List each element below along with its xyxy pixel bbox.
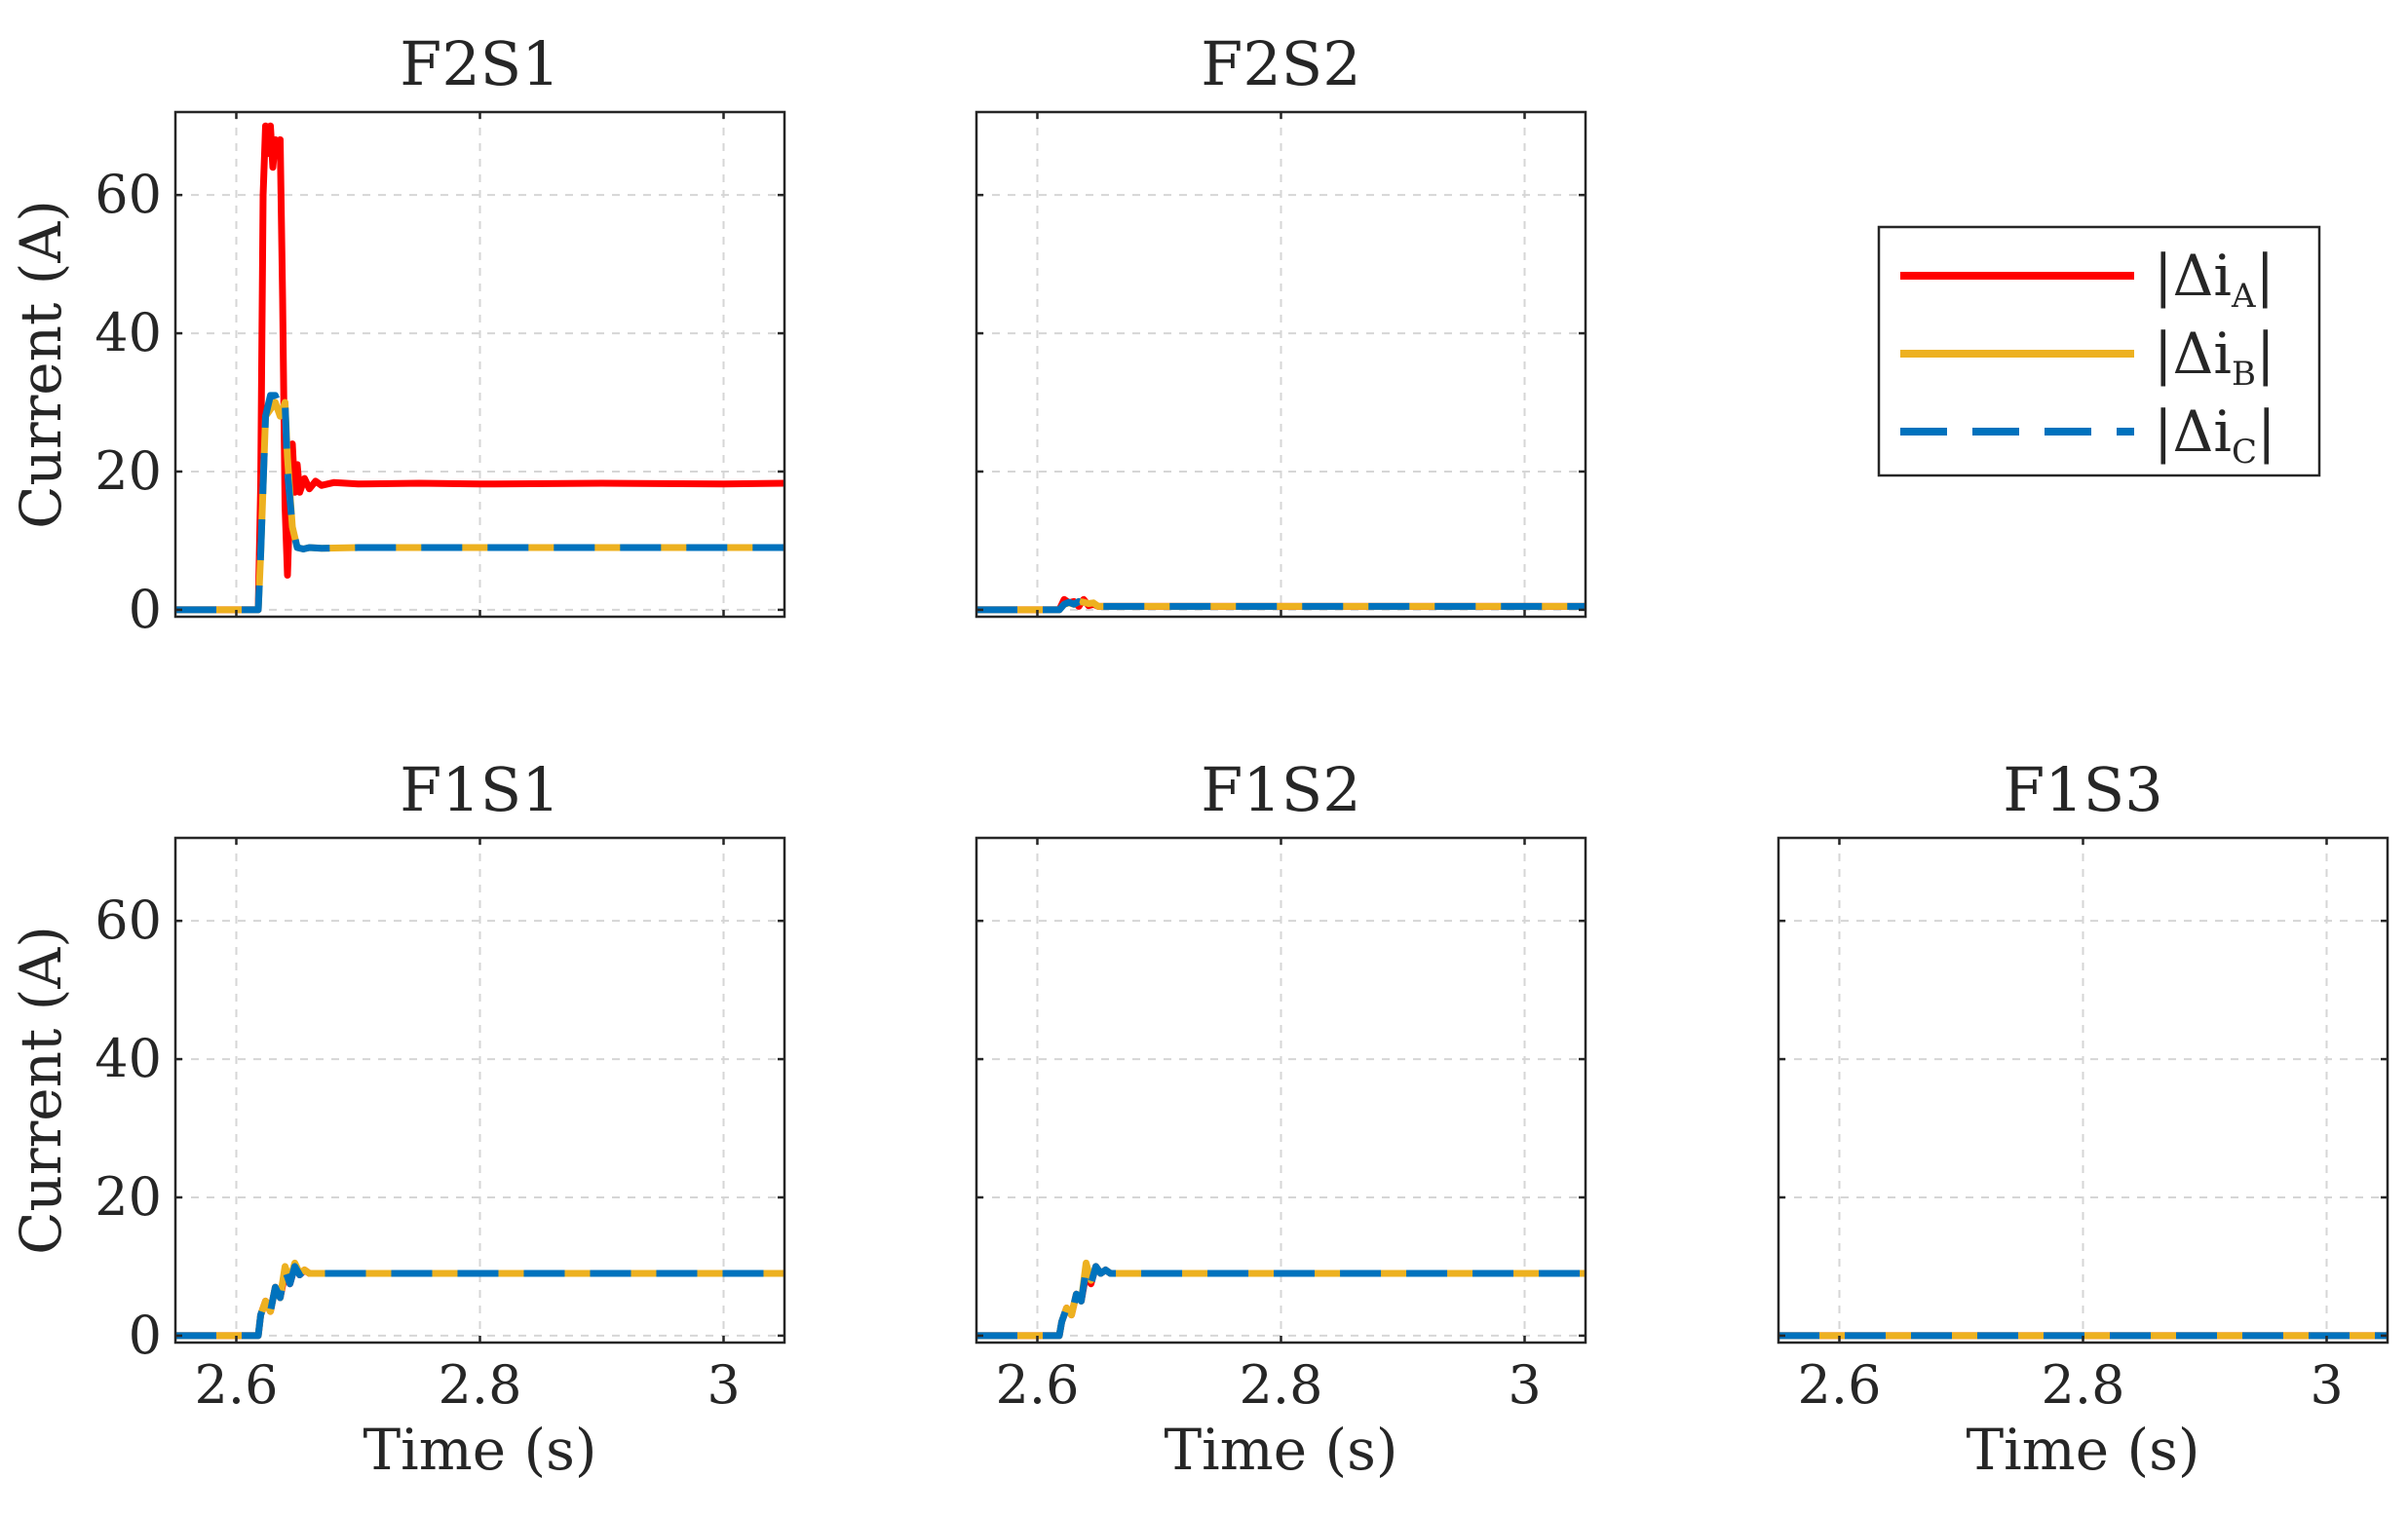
panel-f1s3: F1S3 2.6 2.8 3 Time (s) (1777, 754, 2389, 1483)
panel-title: F1S2 (1201, 754, 1360, 825)
legend-label-b: |ΔiB| (2154, 321, 2275, 394)
panel-f2s2: F2S2 (975, 28, 1587, 619)
y-tick-label: 0 (129, 1305, 162, 1366)
series-group (175, 1259, 784, 1340)
y-tick-label: 60 (95, 164, 162, 225)
y-axis-label: Current (A) (8, 926, 74, 1255)
x-tick-label: 2.6 (1798, 1354, 1882, 1416)
y-tick-label: 20 (95, 1166, 162, 1228)
panel-title: F1S1 (400, 754, 559, 825)
x-tick-label: 3 (707, 1354, 740, 1416)
y-axis-label: Current (A) (8, 200, 74, 529)
series-line-c (976, 1263, 1586, 1340)
legend-label-bar: | (2256, 243, 2275, 309)
series-line-c (976, 597, 1586, 614)
x-tick-label: 3 (1508, 1354, 1541, 1416)
x-tick-label: 2.8 (439, 1354, 522, 1416)
legend-label-subscript: A (2231, 277, 2256, 316)
legend-label-main: |Δi (2154, 243, 2232, 309)
series-line-c (175, 392, 784, 614)
x-tick-label: 2.8 (2042, 1354, 2125, 1416)
x-axis-label: Time (s) (1966, 1417, 2199, 1483)
legend-label-bar: | (2256, 321, 2275, 387)
y-tick-label: 20 (95, 440, 162, 502)
panel-title: F2S2 (1201, 28, 1360, 99)
legend-label-subscript: B (2232, 355, 2256, 394)
y-tick-label: 0 (129, 579, 162, 640)
y-tick-label: 40 (95, 1028, 162, 1089)
panel-f1s2: F1S2 2.6 2.8 3 Time (s) (975, 754, 1587, 1483)
x-tick-label: 2.8 (1240, 1354, 1323, 1416)
y-tick-label: 40 (95, 302, 162, 363)
legend-label-subscript: C (2232, 433, 2257, 472)
series-group (175, 122, 784, 614)
series-group (976, 1259, 1586, 1340)
legend-label-main: |Δi (2154, 321, 2232, 387)
panel-f1s1: F1S1 0 20 40 60 Current (A) 2.6 2.8 3 Time (s) (8, 754, 786, 1483)
x-tick-label: 3 (2310, 1354, 2343, 1416)
x-axis-label: Time (s) (1164, 1417, 1397, 1483)
legend: |ΔiA||ΔiB||ΔiC| (1877, 225, 2321, 477)
y-tick-label: 60 (95, 890, 162, 951)
series-line-b (175, 1259, 784, 1340)
legend-label-c: |ΔiC| (2154, 398, 2276, 472)
panel-title: F2S1 (400, 28, 559, 99)
x-tick-label: 2.6 (195, 1354, 279, 1416)
legend-label-main: |Δi (2154, 398, 2232, 465)
x-axis-label: Time (s) (363, 1417, 596, 1483)
x-tick-label: 2.6 (996, 1354, 1080, 1416)
legend-label-a: |ΔiA| (2154, 243, 2274, 316)
panel-title: F1S3 (2003, 754, 2162, 825)
panel-f2s1: F2S1 0 20 40 60 Current (A) (8, 28, 786, 640)
legend-label-bar: | (2257, 398, 2276, 465)
series-group (976, 595, 1586, 614)
